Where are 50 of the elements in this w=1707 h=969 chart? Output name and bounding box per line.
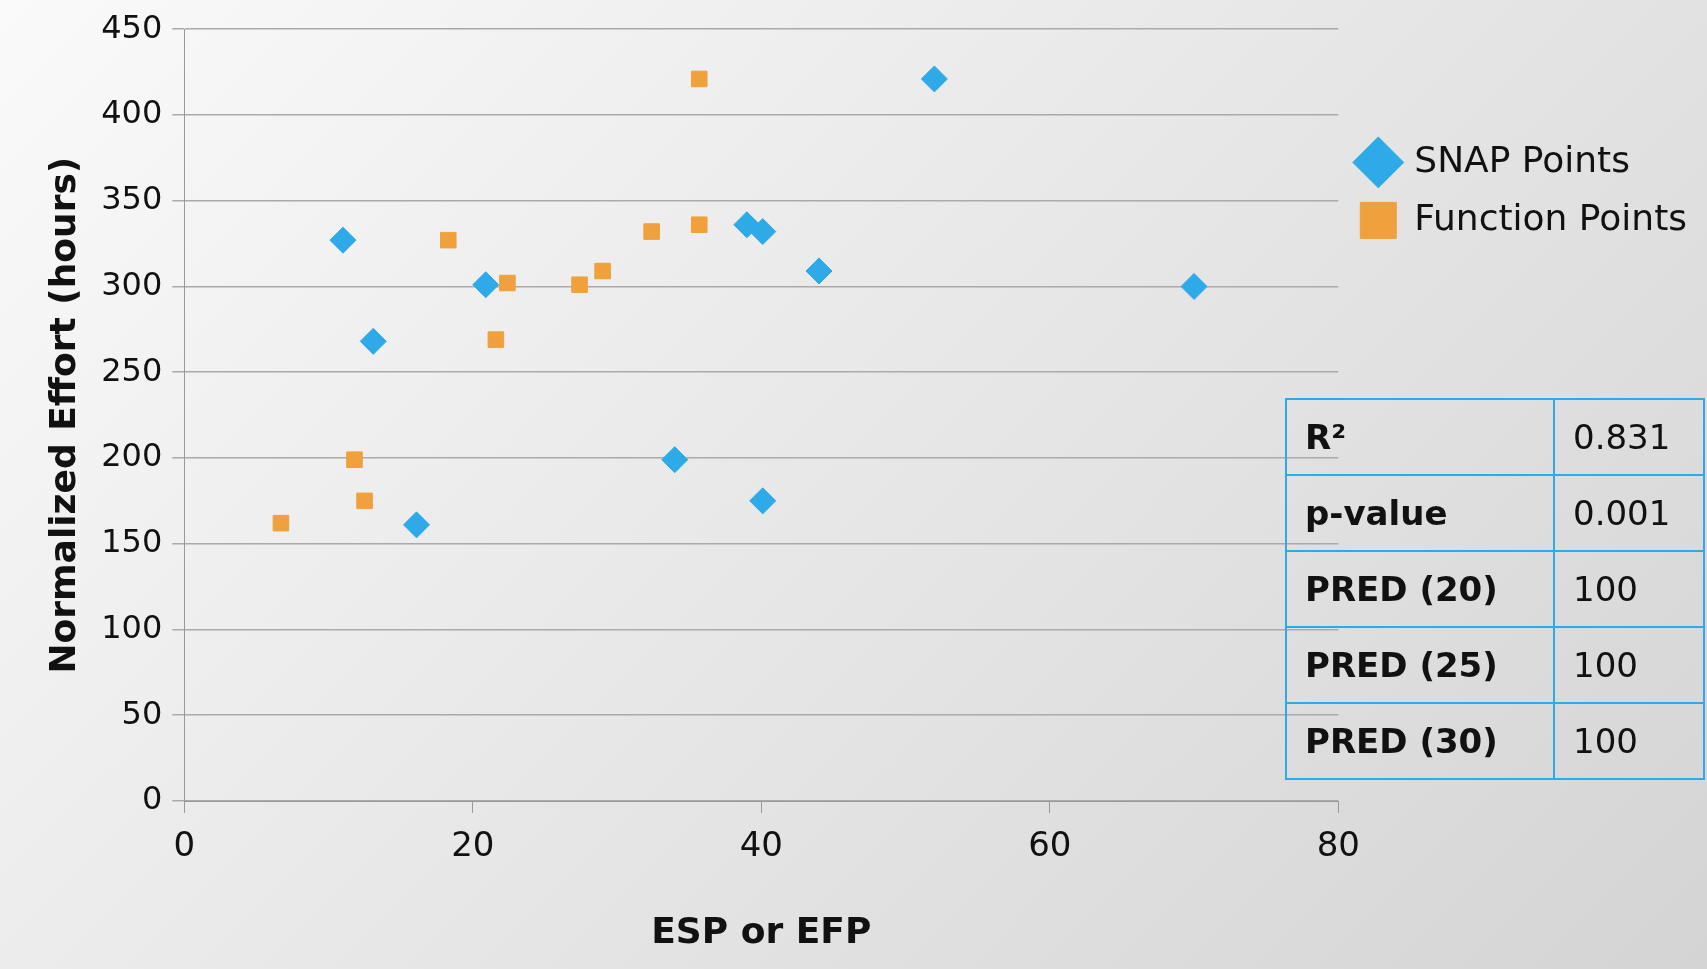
y-tick-label: 200: [101, 436, 163, 475]
point: [749, 218, 777, 246]
legend-label: SNAP Points: [1414, 138, 1630, 180]
point: [920, 65, 948, 93]
y-tick-label: 150: [101, 522, 163, 561]
point: [329, 226, 357, 254]
point: [499, 274, 516, 292]
point: [359, 327, 387, 355]
point: [356, 492, 373, 510]
y-tick-label: 250: [101, 350, 163, 389]
y-tick-label: 300: [101, 264, 163, 303]
y-tick-label: 0: [141, 779, 163, 818]
point: [594, 262, 611, 280]
point: [403, 511, 431, 539]
annotation: R²: [1286, 399, 1554, 475]
point: [690, 70, 708, 88]
text: 100: [1554, 703, 1704, 779]
point: [805, 257, 833, 285]
y-axis-title: Normalized Effort (hours): [41, 156, 83, 674]
annotation: PRED (30): [1286, 703, 1554, 779]
y-tick-label: 450: [101, 7, 163, 46]
x-axis-title: ESP or EFP: [651, 909, 872, 951]
point: [487, 331, 505, 348]
annotation: PRED (20): [1286, 551, 1554, 627]
point: [272, 514, 290, 532]
x-tick-label: 40: [739, 824, 783, 865]
point: [661, 446, 689, 474]
text: 0.001: [1554, 475, 1704, 551]
point: [690, 216, 708, 233]
point: [749, 487, 777, 515]
point: [1180, 272, 1208, 300]
legend-label: Function Points: [1414, 196, 1688, 238]
x-tick-label: 20: [451, 824, 495, 865]
point: [346, 451, 363, 468]
x-tick-label: 60: [1028, 824, 1072, 865]
point: [472, 271, 500, 299]
point: [439, 231, 457, 249]
x-tick-label: 80: [1316, 824, 1360, 865]
y-tick-label: 100: [101, 607, 163, 646]
x-tick-label: 0: [173, 824, 196, 865]
annotation: PRED (25): [1286, 627, 1554, 703]
text: 100: [1554, 627, 1704, 703]
text: 0.831: [1554, 399, 1704, 475]
y-tick-label: 400: [101, 93, 163, 132]
point: [643, 223, 660, 240]
text: 100: [1554, 551, 1704, 627]
annotation: p-value: [1286, 475, 1554, 551]
y-tick-label: 50: [121, 693, 163, 732]
y-tick-label: 350: [101, 179, 163, 218]
point: [571, 276, 588, 294]
